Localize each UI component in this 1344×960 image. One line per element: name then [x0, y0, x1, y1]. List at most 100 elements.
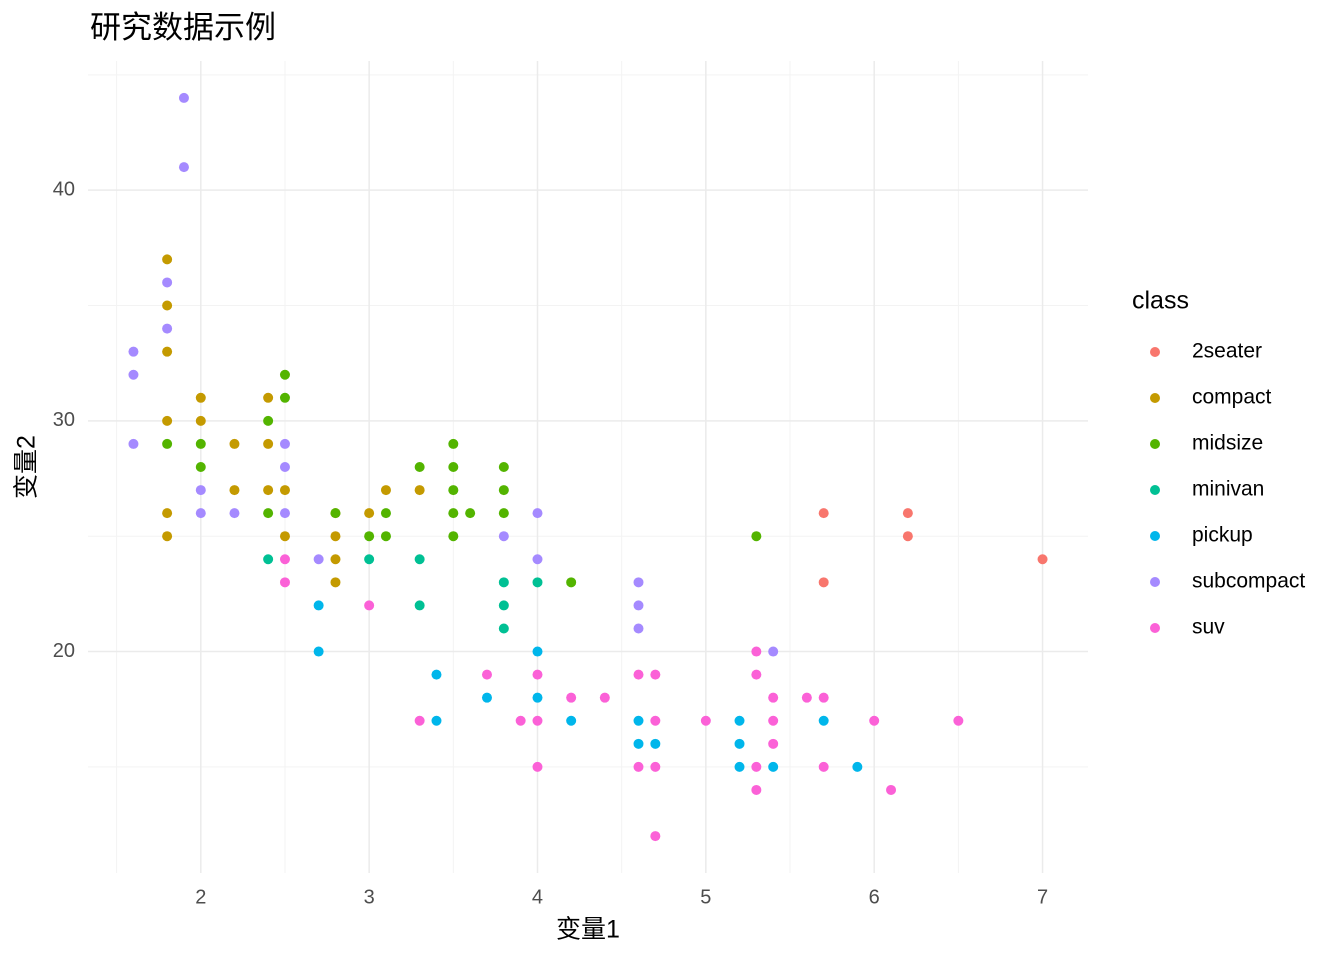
point	[128, 438, 139, 449]
point	[633, 623, 644, 634]
point	[279, 369, 290, 380]
point	[633, 669, 644, 680]
point	[279, 508, 290, 519]
point	[279, 531, 290, 542]
y-axis-title: 变量2	[13, 435, 41, 499]
legend-key	[1150, 393, 1160, 403]
x-tick-label: 7	[1037, 886, 1048, 908]
point	[162, 277, 173, 288]
point	[481, 692, 492, 703]
point	[751, 531, 762, 542]
x-tick-label: 4	[532, 886, 543, 908]
point	[751, 669, 762, 680]
point	[162, 254, 173, 265]
point	[768, 761, 779, 772]
point	[650, 715, 661, 726]
point	[380, 485, 391, 496]
point	[818, 692, 829, 703]
point	[263, 508, 274, 519]
point	[229, 438, 240, 449]
point	[734, 761, 745, 772]
point	[448, 508, 459, 519]
point	[498, 531, 509, 542]
point	[263, 554, 274, 565]
point	[768, 715, 779, 726]
y-tick-label: 30	[53, 409, 75, 431]
point	[532, 508, 543, 519]
point	[498, 485, 509, 496]
point	[330, 577, 341, 588]
point	[448, 462, 459, 472]
point	[734, 715, 745, 726]
point	[330, 554, 341, 565]
legend-label: pickup	[1192, 524, 1253, 547]
point	[801, 692, 812, 703]
point	[162, 323, 173, 334]
point	[380, 508, 391, 519]
legend-key	[1150, 347, 1160, 357]
point	[448, 438, 459, 449]
point	[263, 485, 274, 496]
point	[195, 415, 206, 426]
point	[532, 692, 543, 703]
point	[498, 462, 509, 472]
point	[633, 761, 644, 772]
point	[178, 92, 189, 103]
point	[768, 646, 779, 657]
point	[633, 577, 644, 588]
point	[498, 508, 509, 519]
x-tick-label: 5	[700, 886, 711, 908]
point	[229, 508, 240, 519]
point	[263, 415, 274, 426]
point	[448, 531, 459, 542]
point	[279, 462, 290, 472]
point	[263, 438, 274, 449]
chart-title: 研究数据示例	[90, 10, 276, 45]
point	[195, 508, 206, 519]
x-axis-title: 变量1	[556, 916, 620, 944]
point	[633, 715, 644, 726]
point	[162, 415, 173, 426]
point	[330, 508, 341, 519]
point	[263, 392, 274, 403]
point	[818, 508, 829, 519]
point	[162, 438, 173, 449]
point	[751, 784, 762, 795]
point	[414, 554, 425, 565]
legend-label: midsize	[1192, 432, 1263, 455]
legend-label: minivan	[1192, 478, 1264, 501]
x-tick-label: 2	[195, 886, 206, 908]
point	[633, 600, 644, 611]
legend-label: subcompact	[1192, 570, 1305, 593]
point	[902, 531, 913, 542]
point	[279, 485, 290, 496]
point	[414, 600, 425, 611]
legend-label: suv	[1192, 616, 1225, 639]
point	[313, 646, 324, 657]
legend-key	[1150, 485, 1160, 495]
point	[229, 485, 240, 496]
point	[162, 300, 173, 311]
point	[566, 692, 577, 703]
point	[195, 485, 206, 496]
point	[380, 531, 391, 542]
point	[128, 369, 139, 380]
point	[869, 715, 880, 726]
point	[178, 162, 189, 173]
legend-key	[1150, 577, 1160, 587]
point	[566, 577, 577, 588]
point	[532, 715, 543, 726]
point	[313, 600, 324, 611]
legend-label: compact	[1192, 386, 1272, 409]
point	[566, 715, 577, 726]
point	[532, 577, 543, 588]
x-tick-label: 3	[364, 886, 375, 908]
point	[162, 346, 173, 357]
point	[650, 669, 661, 680]
legend-key	[1150, 531, 1160, 541]
y-tick-label: 20	[53, 640, 75, 662]
point	[313, 554, 324, 565]
point	[532, 669, 543, 680]
point	[448, 485, 459, 496]
